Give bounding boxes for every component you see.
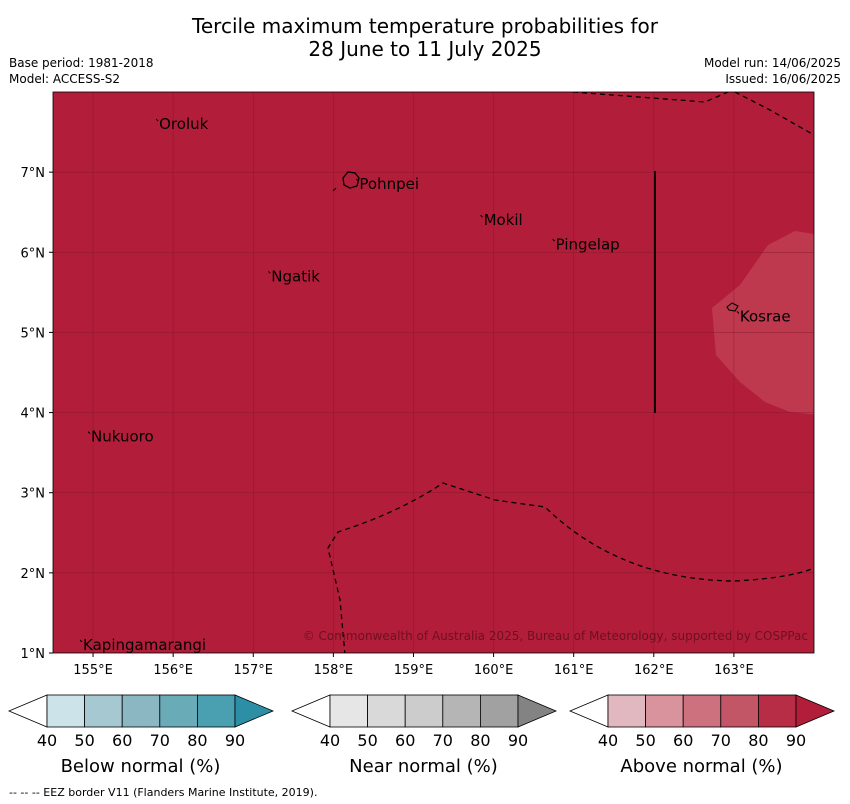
lat-tick-label: 5°N — [21, 326, 46, 341]
pohnpei-island-outline — [342, 171, 360, 189]
colorbar-swatch — [196, 694, 236, 728]
colorbar-swatch — [479, 694, 519, 728]
ant-atoll-mark — [332, 187, 337, 192]
eez-border-northeast — [734, 92, 814, 136]
colorbar-tick-label: 50 — [635, 731, 655, 750]
lat-tick-label: 4°N — [21, 407, 46, 422]
colorbar-swatch — [84, 694, 123, 728]
colorbar-swatch — [329, 694, 368, 728]
colorbar-tick-label: 70 — [150, 731, 170, 750]
place-marker — [267, 270, 271, 274]
colorbar-tick-label: 40 — [598, 731, 618, 750]
lat-tick-label: 2°N — [21, 567, 46, 582]
colorbar-swatch — [645, 694, 684, 728]
colorbar-swatch — [442, 694, 481, 728]
lon-tick-label: 162°E — [634, 663, 674, 678]
place-marker — [79, 639, 83, 643]
map-frame — [52, 91, 815, 654]
lon-tick-label: 157°E — [233, 663, 273, 678]
place-label: Pohnpei — [359, 175, 419, 193]
place-marker — [356, 178, 359, 182]
colorbar-lower-arrow — [568, 694, 609, 728]
footnote: -- -- -- EEZ border V11 (Flanders Marine… — [9, 786, 318, 799]
colorbar-upper-arrow — [517, 694, 558, 728]
colorbar-upper-arrow — [795, 694, 836, 728]
base-period: Base period: 1981-2018 — [9, 56, 154, 70]
place-label: Nukuoro — [91, 428, 154, 446]
place-marker — [480, 214, 483, 218]
colorbar-tick-label: 60 — [395, 731, 415, 750]
place-marker — [87, 431, 91, 434]
model-name: Model: ACCESS-S2 — [9, 72, 121, 86]
colorbar-tick-label: 50 — [74, 731, 94, 750]
lat-tick-label: 6°N — [21, 246, 46, 261]
place-label: Ngatik — [271, 267, 320, 285]
place-label: Kapingamarangi — [83, 636, 206, 654]
model-run: Model run: 14/06/2025 — [703, 56, 841, 70]
lon-tick-label: 156°E — [153, 663, 193, 678]
colorbar-upper-arrow — [234, 694, 275, 728]
issued-date: Issued: 16/06/2025 — [725, 72, 841, 86]
colorbar-tick-label: 50 — [357, 731, 377, 750]
colorbar-swatch — [159, 694, 198, 728]
lon-tick-label: 158°E — [314, 663, 354, 678]
colorbar-tick-label: 80 — [748, 731, 768, 750]
chart-title-line2: 28 June to 11 July 2025 — [308, 37, 542, 61]
colorbar-tick-label: 60 — [112, 731, 132, 750]
lon-tick-label: 161°E — [554, 663, 594, 678]
lon-tick-label: 159°E — [394, 663, 434, 678]
colorbar-tick-label: 80 — [187, 731, 207, 750]
lon-tick-label: 155°E — [73, 663, 113, 678]
colorbar-tick-label: 40 — [37, 731, 57, 750]
lat-tick-label: 7°N — [21, 166, 46, 181]
below-normal-label: Below normal (%) — [60, 756, 221, 777]
colorbar-tick-label: 60 — [673, 731, 693, 750]
copyright-notice: © Commonwealth of Australia 2025, Bureau… — [303, 629, 808, 643]
colorbar-tick-label: 90 — [225, 731, 245, 750]
place-marker — [155, 118, 159, 122]
colorbar-swatch — [758, 694, 797, 728]
colorbar-lower-arrow — [290, 694, 331, 728]
map-layers: Oroluk Pohnpei Mokil Pingelap Ngatik Kosrae Nu… — [53, 92, 814, 654]
chart-title-line1: Tercile maximum temperature probabilitie… — [192, 14, 658, 38]
colorbar-tick-label: 90 — [508, 731, 528, 750]
lat-tick-label: 1°N — [21, 647, 46, 662]
colorbar-swatch — [720, 694, 759, 728]
near-normal-label: Near normal (%) — [349, 756, 498, 777]
place-label: Pingelap — [556, 235, 620, 253]
kosrae-probability-zone — [712, 231, 814, 415]
colorbar-swatch — [121, 694, 161, 728]
above-normal-label: Above normal (%) — [620, 756, 783, 777]
colorbar-tick-label: 70 — [433, 731, 453, 750]
colorbar-tick-label: 80 — [470, 731, 490, 750]
place-label: Mokil — [484, 211, 523, 229]
colorbar-lower-arrow — [7, 694, 48, 728]
colorbar-swatch — [607, 694, 646, 728]
colorbar-swatch — [367, 694, 406, 728]
lon-tick-label: 160°E — [474, 663, 514, 678]
kosrae-island-outline — [726, 302, 739, 312]
colorbar-tick-label: 70 — [711, 731, 731, 750]
lat-tick-label: 3°N — [21, 487, 46, 502]
place-label: Kosrae — [740, 307, 791, 325]
colorbar-swatch — [404, 694, 444, 728]
colorbar-tick-label: 90 — [786, 731, 806, 750]
colorbar-tick-label: 40 — [320, 731, 340, 750]
place-marker — [736, 311, 740, 314]
place-marker — [552, 238, 556, 242]
colorbar-swatch — [46, 694, 85, 728]
place-label: Oroluk — [159, 115, 208, 133]
lon-tick-label: 163°E — [714, 663, 754, 678]
colorbar-swatch — [682, 694, 722, 728]
map-background — [53, 92, 814, 653]
